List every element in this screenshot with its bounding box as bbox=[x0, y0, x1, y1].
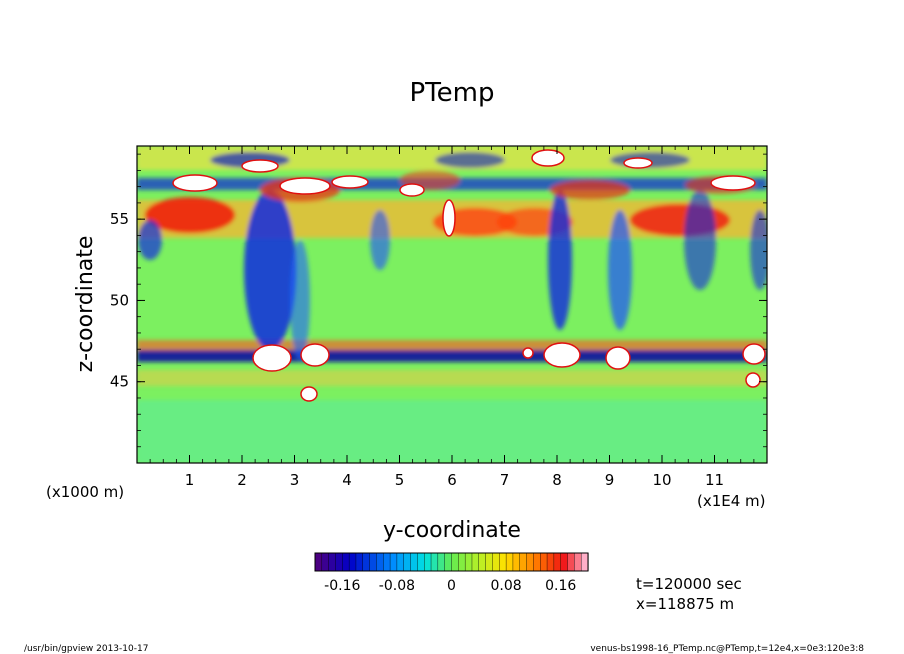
colorbar-tick-label: 0 bbox=[447, 578, 456, 594]
colorbar-cell bbox=[335, 552, 343, 572]
out-of-range-region bbox=[399, 183, 425, 197]
out-of-range-region bbox=[172, 174, 218, 192]
y-tick-label: 55 bbox=[110, 210, 129, 228]
x-tick-label: 7 bbox=[500, 471, 510, 489]
out-of-range-region bbox=[522, 347, 534, 359]
out-of-range-region bbox=[241, 159, 279, 173]
colorbar-tick-label: -0.16 bbox=[324, 578, 360, 594]
colorbar-cell bbox=[376, 552, 384, 572]
colorbar-cell bbox=[437, 552, 446, 572]
colorbar-cells bbox=[314, 552, 589, 572]
colorbar-cell bbox=[348, 552, 357, 572]
x-unit-left: (x1000 m) bbox=[46, 483, 124, 501]
colorbar-cell bbox=[424, 552, 432, 572]
colorbar-tick-label: 0.16 bbox=[545, 578, 576, 594]
colorbar-cell bbox=[369, 552, 378, 572]
x-tick-label: 6 bbox=[447, 471, 457, 489]
colorbar-tick-label: 0.08 bbox=[491, 578, 522, 594]
colorbar-cell bbox=[464, 552, 473, 572]
out-of-range-region bbox=[543, 342, 581, 368]
colorbar-cell bbox=[417, 552, 425, 572]
colorbar: -0.16 -0.08 0 0.08 0.16 bbox=[314, 552, 589, 594]
colorbar-frame bbox=[314, 552, 589, 572]
footer-right: venus-bs1998-16_PTemp.nc@PTemp,t=12e4,x=… bbox=[590, 644, 864, 654]
colorbar-cell bbox=[471, 552, 480, 572]
out-of-range-region bbox=[531, 149, 565, 167]
colorbar-cell bbox=[389, 552, 398, 572]
x-tick-label: 1 bbox=[185, 471, 195, 489]
out-of-range-region bbox=[742, 343, 766, 365]
footer-left: /usr/bin/gpview 2013-10-17 bbox=[24, 644, 148, 654]
colorbar-cell bbox=[519, 552, 528, 572]
colorbar-cell bbox=[540, 552, 548, 572]
colorbar-cell bbox=[321, 552, 330, 572]
chart-title: PTemp bbox=[410, 78, 495, 108]
colorbar-cell bbox=[546, 552, 555, 572]
x-tick-label: 11 bbox=[705, 471, 724, 489]
out-of-range-region bbox=[442, 199, 456, 237]
out-of-range-region bbox=[252, 344, 292, 372]
out-of-range-region bbox=[710, 175, 756, 191]
time-label: t=120000 sec bbox=[636, 575, 742, 593]
out-of-range-region bbox=[745, 372, 761, 388]
colorbar-cell bbox=[580, 552, 589, 572]
out-of-range-region bbox=[300, 386, 318, 402]
colorbar-cell bbox=[478, 552, 487, 572]
colorbar-cell bbox=[485, 552, 494, 572]
colorbar-cell bbox=[458, 552, 466, 572]
x-tick-label: 8 bbox=[552, 471, 562, 489]
colorbar-cell bbox=[574, 552, 582, 572]
x-tick-label: 10 bbox=[652, 471, 671, 489]
colorbar-cell bbox=[526, 552, 535, 572]
colorbar-cell bbox=[505, 552, 514, 572]
colorbar-cell bbox=[314, 552, 323, 572]
colorbar-cell bbox=[430, 552, 439, 572]
colorbar-cell bbox=[451, 552, 459, 572]
x-axis: 1 2 3 4 5 6 7 8 9 10 11 bbox=[136, 146, 768, 489]
heatmap-out-of-range bbox=[172, 149, 766, 402]
colorbar-cell bbox=[383, 552, 391, 572]
out-of-range-region bbox=[605, 346, 631, 370]
colorbar-cell bbox=[410, 552, 418, 572]
y-tick-label: 50 bbox=[110, 291, 129, 309]
y-axis-label: z-coordinate bbox=[73, 236, 98, 373]
colorbar-cell bbox=[444, 552, 453, 572]
out-of-range-region bbox=[331, 175, 369, 189]
colorbar-cell bbox=[403, 552, 412, 572]
colorbar-ticks: -0.16 -0.08 0 0.08 0.16 bbox=[324, 578, 576, 594]
out-of-range-region bbox=[300, 343, 330, 367]
out-of-range-region bbox=[623, 157, 653, 169]
x-tick-label: 5 bbox=[395, 471, 405, 489]
colorbar-cell bbox=[499, 552, 507, 572]
colorbar-cell bbox=[567, 552, 575, 572]
position-label: x=118875 m bbox=[636, 595, 734, 613]
colorbar-cell bbox=[492, 552, 500, 572]
colorbar-cell bbox=[362, 552, 371, 572]
x-tick-label: 3 bbox=[290, 471, 300, 489]
colorbar-cell bbox=[355, 552, 364, 572]
colorbar-cell bbox=[512, 552, 521, 572]
colorbar-cell bbox=[533, 552, 541, 572]
y-axis: 45 50 55 bbox=[110, 153, 767, 448]
out-of-range-region bbox=[279, 177, 331, 195]
colorbar-tick-label: -0.08 bbox=[379, 578, 415, 594]
x-axis-label: y-coordinate bbox=[383, 518, 521, 543]
colorbar-cell bbox=[342, 552, 350, 572]
x-tick-label: 9 bbox=[605, 471, 615, 489]
colorbar-cell bbox=[328, 552, 337, 572]
x-tick-label: 4 bbox=[342, 471, 352, 489]
x-unit-right: (x1E4 m) bbox=[697, 492, 766, 510]
y-tick-label: 45 bbox=[110, 373, 129, 391]
colorbar-cell bbox=[553, 552, 562, 572]
colorbar-cell bbox=[396, 552, 405, 572]
x-tick-label: 2 bbox=[237, 471, 247, 489]
colorbar-cell bbox=[560, 552, 569, 572]
